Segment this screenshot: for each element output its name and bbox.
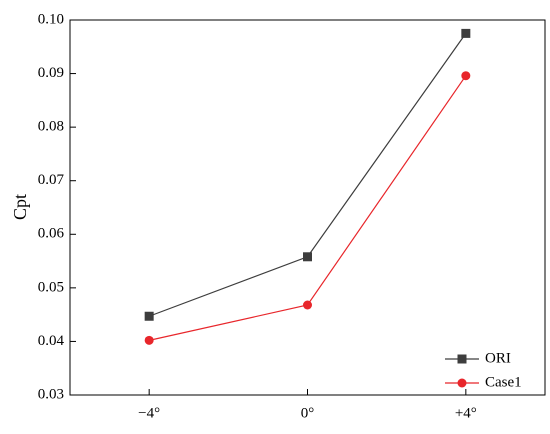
y-tick-label: 0.09 [38,65,64,81]
legend-label: ORI [485,350,511,366]
y-tick-label: 0.04 [38,333,65,349]
legend-label: Case1 [485,374,522,390]
legend-marker [457,378,467,388]
y-tick-label: 0.03 [38,386,64,402]
y-tick-label: 0.05 [38,279,64,295]
marker [303,300,312,310]
legend-marker [457,354,467,364]
marker [303,252,312,262]
x-tick-label: +4° [455,405,477,421]
marker [144,335,154,345]
x-tick-label: 0° [301,405,315,421]
plot-frame [69,19,546,396]
y-axis-label: Cpt [10,194,30,220]
y-tick-label: 0.07 [38,172,65,188]
marker [144,311,154,321]
line [148,33,467,317]
y-tick-label: 0.08 [38,119,64,135]
x-tick-label: −4° [138,405,160,421]
marker [461,71,471,81]
marker [461,28,471,38]
y-tick-label: 0.06 [38,226,65,242]
y-tick-label: 0.10 [38,11,64,27]
